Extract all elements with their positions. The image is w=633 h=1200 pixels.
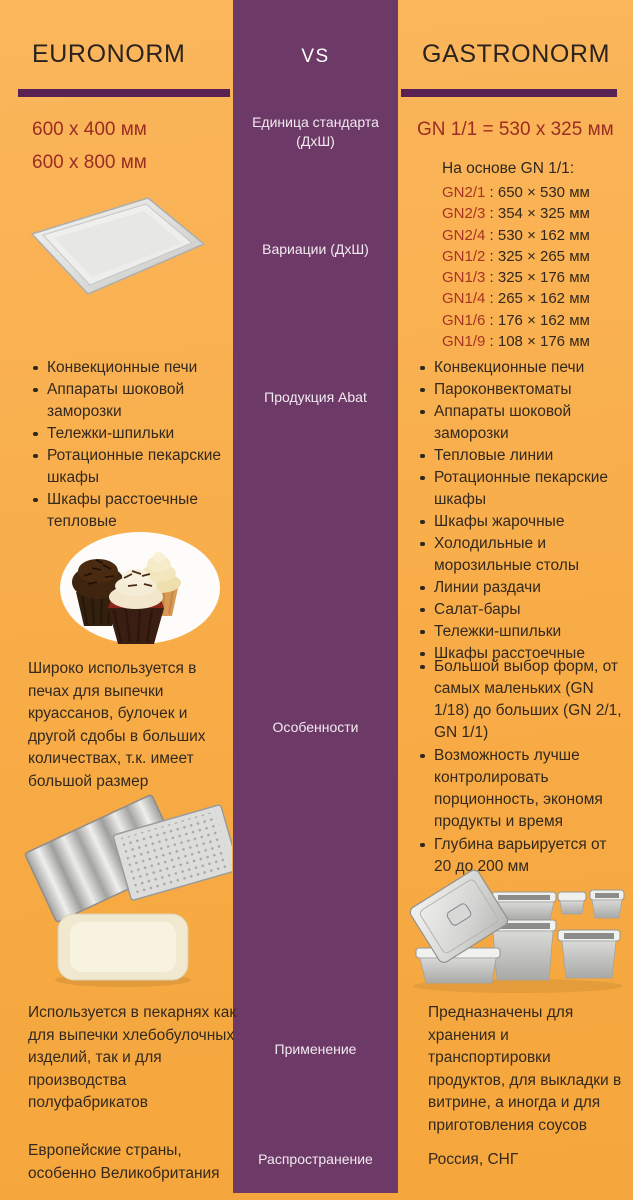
section-label-distribution: Распространение [258,1151,373,1167]
gn-variations-table: GN2/1 : 650 × 530 мм GN2/3 : 354 × 325 м… [442,182,590,352]
list-item: Конвекционные печи [30,357,222,379]
list-item: Ротационные пекарские шкафы [417,467,609,511]
section-label-variations: Вариации (ДхШ) [262,241,369,257]
gn-row: GN1/3 : 325 × 176 мм [442,269,590,287]
list-item: Шкафы жарочные [417,511,609,533]
section-label-application: Применение [274,1041,357,1057]
plastic-tray [55,913,191,987]
euronorm-distribution-text: Европейские страны, особенно Великобрита… [28,1142,220,1182]
list-item: Конвекционные печи [417,357,609,379]
gastronorm-application-text: Предназначены для хранения и транспортир… [428,1004,622,1134]
perforated-tray [112,804,240,901]
euronorm-sizes: 600 x 400 мм 600 x 800 мм [32,113,147,179]
bakery-trays-image [20,792,240,997]
section-label-features: Особенности [272,719,359,735]
list-item: Тележки-шпильки [417,621,609,643]
list-item: Ротационные пекарские шкафы [30,445,222,489]
list-item: Пароконвектоматы [417,379,609,401]
list-item: Тепловые линии [417,445,609,467]
gn-row: GN1/2 : 325 × 265 мм [442,247,590,265]
lid [409,869,509,963]
left-column-title: EURONORM [32,40,186,68]
gastronorm-base-size: GN 1/1 = 530 x 325 мм [417,119,614,140]
euronorm-products-list: Конвекционные печи Аппараты шоковой замо… [30,357,222,533]
euronorm-size-2: 600 x 800 мм [32,152,147,173]
euronorm-features-text: Широко используется в печах для выпечки … [28,660,206,790]
euronorm-application-text: Используется в пекарнях как для выпечки … [28,1004,237,1111]
pan-shallow-center [491,891,557,921]
section-label-unit: Единица стандарта (ДхШ) [252,114,379,149]
vs-label: VS [301,46,330,67]
list-item: Линии раздачи [417,577,609,599]
list-item: Аппараты шоковой заморозки [417,401,609,445]
gastronorm-features-list: Большой выбор форм, от самых маленьких (… [417,656,624,879]
list-item: Аппараты шоковой заморозки [30,379,222,423]
list-item: Холодильные и морозильные столы [417,533,609,577]
right-header-divider [401,89,617,97]
red-velvet-cupcake [108,569,164,644]
list-item: Шкафы расстоечные тепловые [30,489,222,533]
center-panel [233,0,398,1193]
gn-row: GN1/9 : 108 × 176 мм [442,333,590,351]
gn-row: GN2/3 : 354 × 325 мм [442,205,590,223]
gn-row: GN1/6 : 176 × 162 мм [442,311,590,329]
right-column-title: GASTRONORM [422,40,610,68]
gastronorm-products-list: Конвекционные печи Пароконвектоматы Аппа… [417,357,609,665]
list-item: Шкафы расстоечные [417,643,609,665]
gn-row: GN2/4 : 530 × 162 мм [442,226,590,244]
left-header-divider [18,89,230,97]
gastronorm-containers-image [400,856,630,1001]
list-item: Возможность лучше контролировать порцион… [417,745,624,833]
list-item: Глубина варьируется от 20 до 200 мм [417,834,624,878]
gn-row: GN1/4 : 265 × 162 мм [442,290,590,308]
baking-sheet-image [26,190,211,307]
chocolate-cupcake [72,559,124,626]
pan-small-top-1 [557,891,587,915]
gn-variations-heading: На основе GN 1/1: [442,160,575,177]
section-label-products: Продукция Abat [264,389,367,405]
pan-right-square [557,929,621,979]
list-item: Большой выбор форм, от самых маленьких (… [417,656,624,744]
gn-row: GN2/1 : 650 × 530 мм [442,184,590,201]
list-item: Тележки-шпильки [30,423,222,445]
euronorm-size-1: 600 x 400 мм [32,119,147,140]
list-item: Салат-бары [417,599,609,621]
gastronorm-distribution-text: Россия, СНГ [428,1151,519,1168]
cupcakes-image [48,516,220,655]
pan-small-top-2 [589,889,625,919]
